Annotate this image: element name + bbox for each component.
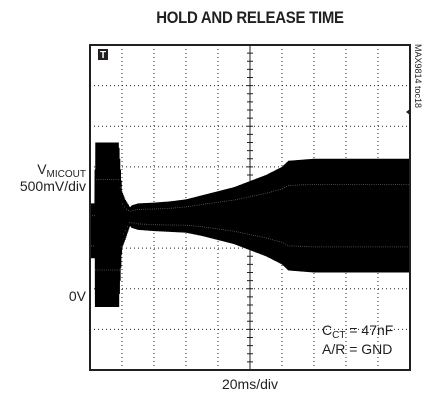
plot-frame xyxy=(89,44,411,371)
trigger-marker-label: T xyxy=(100,50,106,61)
annotation-ar: A/R = GND xyxy=(322,341,393,357)
annotation-cct-main: C xyxy=(322,322,333,338)
annotation-cct-sub: CT xyxy=(332,330,346,341)
annotation-cct: CCT = 47nF xyxy=(322,322,393,341)
y-axis-label-sub: MICOUT xyxy=(46,169,86,180)
signal-trace xyxy=(89,142,411,308)
y-axis-label-main: V xyxy=(37,161,47,177)
x-axis-label: 20ms/div xyxy=(221,376,279,392)
trigger-marker: T xyxy=(98,49,108,61)
trigger-level-marker xyxy=(406,109,410,115)
annotation-cct-value: = 47nF xyxy=(345,322,394,338)
zero-level-label: 0V xyxy=(68,288,86,304)
figure-id-label: MAX9814 toc18 xyxy=(413,44,423,109)
chart-title: HOLD AND RELEASE TIME xyxy=(156,8,344,27)
y-axis-label: VMICOUT xyxy=(0,161,86,180)
y-axis-scale: 500mV/div xyxy=(19,178,86,194)
